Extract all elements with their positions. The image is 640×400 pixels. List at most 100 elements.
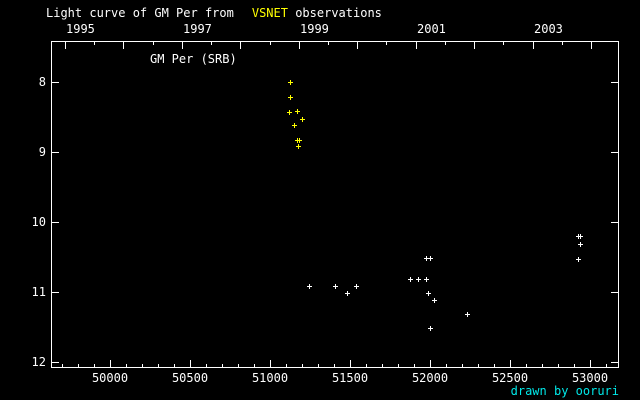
top-axis-minor-tick bbox=[94, 41, 95, 45]
data-point-outburst-observations-yellow bbox=[295, 109, 300, 114]
data-point-quiescence-observations-white bbox=[424, 256, 429, 261]
x-axis-minor-tick bbox=[142, 364, 143, 368]
data-point-quiescence-observations-white bbox=[354, 284, 359, 289]
y-axis-mirror-tick bbox=[611, 82, 619, 83]
top-axis-major-tick bbox=[591, 41, 592, 49]
y-axis-major-tick bbox=[51, 362, 59, 363]
x-axis-minor-tick bbox=[574, 364, 575, 368]
y-axis-major-tick bbox=[51, 222, 59, 223]
top-axis-minor-tick bbox=[153, 41, 154, 45]
x-axis-major-tick bbox=[510, 360, 511, 368]
data-point-quiescence-observations-white bbox=[426, 291, 431, 296]
x-axis-tick-label: 50500 bbox=[171, 371, 209, 385]
y-axis-mirror-tick bbox=[611, 362, 619, 363]
top-axis-major-tick bbox=[474, 41, 475, 49]
data-point-quiescence-observations-white bbox=[307, 284, 312, 289]
y-axis-mirror-tick bbox=[611, 292, 619, 293]
data-point-quiescence-observations-white bbox=[408, 277, 413, 282]
y-axis-tick-label: 12 bbox=[31, 355, 46, 369]
data-point-outburst-observations-yellow bbox=[288, 95, 293, 100]
data-point-quiescence-observations-white bbox=[345, 291, 350, 296]
y-axis-major-tick bbox=[51, 152, 59, 153]
x-axis-minor-tick bbox=[158, 364, 159, 368]
top-axis-major-tick bbox=[182, 41, 183, 49]
y-axis-tick-label: 9 bbox=[38, 145, 46, 159]
x-axis-minor-tick bbox=[382, 364, 383, 368]
x-axis-major-tick bbox=[270, 360, 271, 368]
x-axis-tick-label: 51500 bbox=[331, 371, 369, 385]
x-axis-minor-tick bbox=[542, 364, 543, 368]
data-point-quiescence-observations-white bbox=[465, 312, 470, 317]
top-axis-year-label: 1997 bbox=[183, 22, 212, 36]
data-point-quiescence-observations-white bbox=[416, 277, 421, 282]
data-point-outburst-observations-yellow bbox=[296, 144, 301, 149]
data-point-quiescence-observations-white bbox=[576, 257, 581, 262]
plot-area bbox=[51, 41, 619, 368]
x-axis-minor-tick bbox=[206, 364, 207, 368]
y-axis-tick-label: 11 bbox=[31, 285, 46, 299]
x-axis-major-tick bbox=[110, 360, 111, 368]
x-axis-major-tick bbox=[190, 360, 191, 368]
x-axis-minor-tick bbox=[478, 364, 479, 368]
x-axis-major-tick bbox=[350, 360, 351, 368]
top-axis-year-label: 1995 bbox=[66, 22, 95, 36]
x-axis-tick-label: 53000 bbox=[571, 371, 609, 385]
x-axis-minor-tick bbox=[126, 364, 127, 368]
y-axis-tick-label: 8 bbox=[38, 75, 46, 89]
top-axis-year-label: 2003 bbox=[534, 22, 563, 36]
data-point-outburst-observations-yellow bbox=[287, 110, 292, 115]
x-axis-minor-tick bbox=[254, 364, 255, 368]
x-axis-minor-tick bbox=[366, 364, 367, 368]
chart-title: Light curve of GM Per from VSNET observat… bbox=[46, 6, 382, 20]
top-axis-year-label: 2001 bbox=[417, 22, 446, 36]
top-axis-major-tick bbox=[357, 41, 358, 49]
x-axis-minor-tick bbox=[558, 364, 559, 368]
x-axis-minor-tick bbox=[494, 364, 495, 368]
y-axis-tick-label: 10 bbox=[31, 215, 46, 229]
y-axis-mirror-tick bbox=[611, 222, 619, 223]
top-axis-major-tick bbox=[65, 41, 66, 49]
top-axis-major-tick bbox=[299, 41, 300, 49]
x-axis-minor-tick bbox=[238, 364, 239, 368]
x-axis-minor-tick bbox=[222, 364, 223, 368]
x-axis-tick-label: 50000 bbox=[91, 371, 129, 385]
x-axis-minor-tick bbox=[94, 364, 95, 368]
top-axis-minor-tick bbox=[445, 41, 446, 45]
x-axis-tick-label: 52500 bbox=[491, 371, 529, 385]
x-axis-minor-tick bbox=[414, 364, 415, 368]
x-axis-minor-tick bbox=[606, 364, 607, 368]
top-axis-minor-tick bbox=[270, 41, 271, 45]
data-point-outburst-observations-yellow bbox=[292, 123, 297, 128]
x-axis-minor-tick bbox=[526, 364, 527, 368]
data-point-quiescence-observations-white bbox=[428, 326, 433, 331]
top-axis-major-tick bbox=[533, 41, 534, 49]
x-axis-major-tick bbox=[590, 360, 591, 368]
data-point-quiescence-observations-white bbox=[333, 284, 338, 289]
top-axis-minor-tick bbox=[503, 41, 504, 45]
x-axis-minor-tick bbox=[78, 364, 79, 368]
top-axis-major-tick bbox=[416, 41, 417, 49]
x-axis-minor-tick bbox=[462, 364, 463, 368]
credit-text: drawn by ooruri bbox=[510, 384, 619, 398]
x-axis-minor-tick bbox=[302, 364, 303, 368]
x-axis-minor-tick bbox=[62, 364, 63, 368]
top-axis-major-tick bbox=[123, 41, 124, 49]
plot-frame bbox=[51, 41, 619, 368]
data-point-quiescence-observations-white bbox=[424, 277, 429, 282]
x-axis-minor-tick bbox=[334, 364, 335, 368]
x-axis-tick-label: 52000 bbox=[411, 371, 449, 385]
data-point-quiescence-observations-white bbox=[578, 234, 583, 239]
x-axis-tick-label: 51000 bbox=[251, 371, 289, 385]
data-point-quiescence-observations-white bbox=[428, 256, 433, 261]
top-axis-minor-tick bbox=[562, 41, 563, 45]
y-axis-mirror-tick bbox=[611, 152, 619, 153]
data-point-quiescence-observations-white bbox=[578, 242, 583, 247]
top-axis-minor-tick bbox=[211, 41, 212, 45]
x-axis-minor-tick bbox=[286, 364, 287, 368]
top-axis-minor-tick bbox=[386, 41, 387, 45]
y-axis-major-tick bbox=[51, 82, 59, 83]
data-point-outburst-observations-yellow bbox=[288, 80, 293, 85]
chart-title-highlight: VSNET bbox=[251, 6, 288, 20]
x-axis-minor-tick bbox=[318, 364, 319, 368]
